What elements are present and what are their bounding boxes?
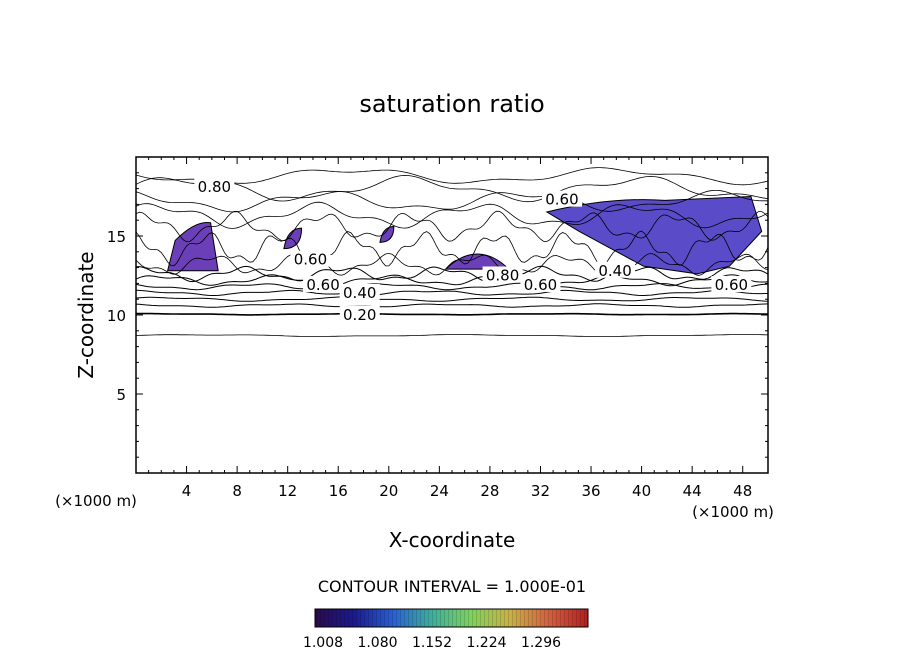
x-tick-label: 28	[480, 482, 499, 500]
contour-line	[136, 289, 768, 296]
contour-interval-label: CONTOUR INTERVAL = 1.000E-01	[318, 577, 586, 596]
colorbar-tick-label: 1.080	[357, 635, 397, 651]
contour-label: 0.60	[294, 251, 327, 269]
x-tick-label: 36	[581, 482, 600, 500]
contour-label: 0.20	[343, 306, 376, 324]
contour-line	[136, 265, 768, 283]
y-tick-label: 15	[107, 228, 126, 246]
x-tick-label: 16	[329, 482, 348, 500]
contour-line	[136, 252, 768, 276]
x-tick-label: 8	[232, 482, 242, 500]
contour-line	[136, 274, 768, 287]
contour-line	[136, 312, 768, 316]
contour-label: 0.40	[598, 262, 631, 280]
contour-line	[136, 174, 768, 203]
x-tick-label: 24	[430, 482, 449, 500]
contour-label: 0.40	[343, 284, 376, 302]
contour-label: 0.60	[545, 191, 578, 209]
colorbar-tick-label: 1.008	[303, 635, 343, 651]
x-tick-label: 40	[632, 482, 651, 500]
supersaturated-region	[283, 227, 303, 250]
contour-label: 0.60	[524, 276, 557, 294]
y-axis-label: Z-coordinate	[74, 251, 98, 378]
contour-line	[136, 167, 768, 186]
contour-line	[136, 190, 768, 213]
chart-title: saturation ratio	[359, 90, 544, 118]
x-axis: 4 8 12 16 20 24 28 32 36 40 44 48	[148, 157, 752, 500]
contour-line	[136, 201, 768, 229]
contour-label: 0.80	[198, 178, 231, 196]
colorbar-tick-label: 1.152	[412, 635, 452, 651]
contour-label: 0.60	[306, 276, 339, 294]
contour-line	[136, 296, 768, 302]
contour-line	[136, 282, 768, 291]
x-unit-left: (×1000 m)	[55, 492, 137, 510]
contour-line	[136, 303, 768, 308]
x-tick-label: 48	[733, 482, 752, 500]
y-tick-label: 10	[107, 307, 126, 325]
x-tick-label: 44	[683, 482, 702, 500]
y-tick-label: 5	[116, 386, 126, 404]
contour-line	[136, 230, 768, 267]
contour-line	[136, 334, 768, 337]
x-tick-label: 4	[182, 482, 192, 500]
colorbar: 1.008 1.080 1.152 1.224 1.296	[303, 608, 589, 651]
contour-line	[136, 210, 768, 243]
x-unit-right: (×1000 m)	[692, 503, 774, 521]
contour-label: 0.80	[486, 267, 519, 285]
x-tick-label: 12	[278, 482, 297, 500]
contour-field	[136, 167, 768, 337]
colorbar-tick-label: 1.224	[466, 635, 506, 651]
contour-label: 0.60	[715, 276, 748, 294]
colorbar-tick-label: 1.296	[521, 635, 561, 651]
contour-labels: 0.800.600.600.60 0.400.200.800.600.400.60	[194, 178, 752, 324]
x-tick-label: 32	[531, 482, 550, 500]
supersaturated-region	[166, 221, 219, 272]
y-axis: 5 10 15	[107, 172, 768, 458]
supersaturated-region	[545, 195, 763, 275]
x-axis-label: X-coordinate	[389, 528, 516, 552]
x-tick-label: 20	[379, 482, 398, 500]
supersaturated-region	[379, 226, 395, 243]
